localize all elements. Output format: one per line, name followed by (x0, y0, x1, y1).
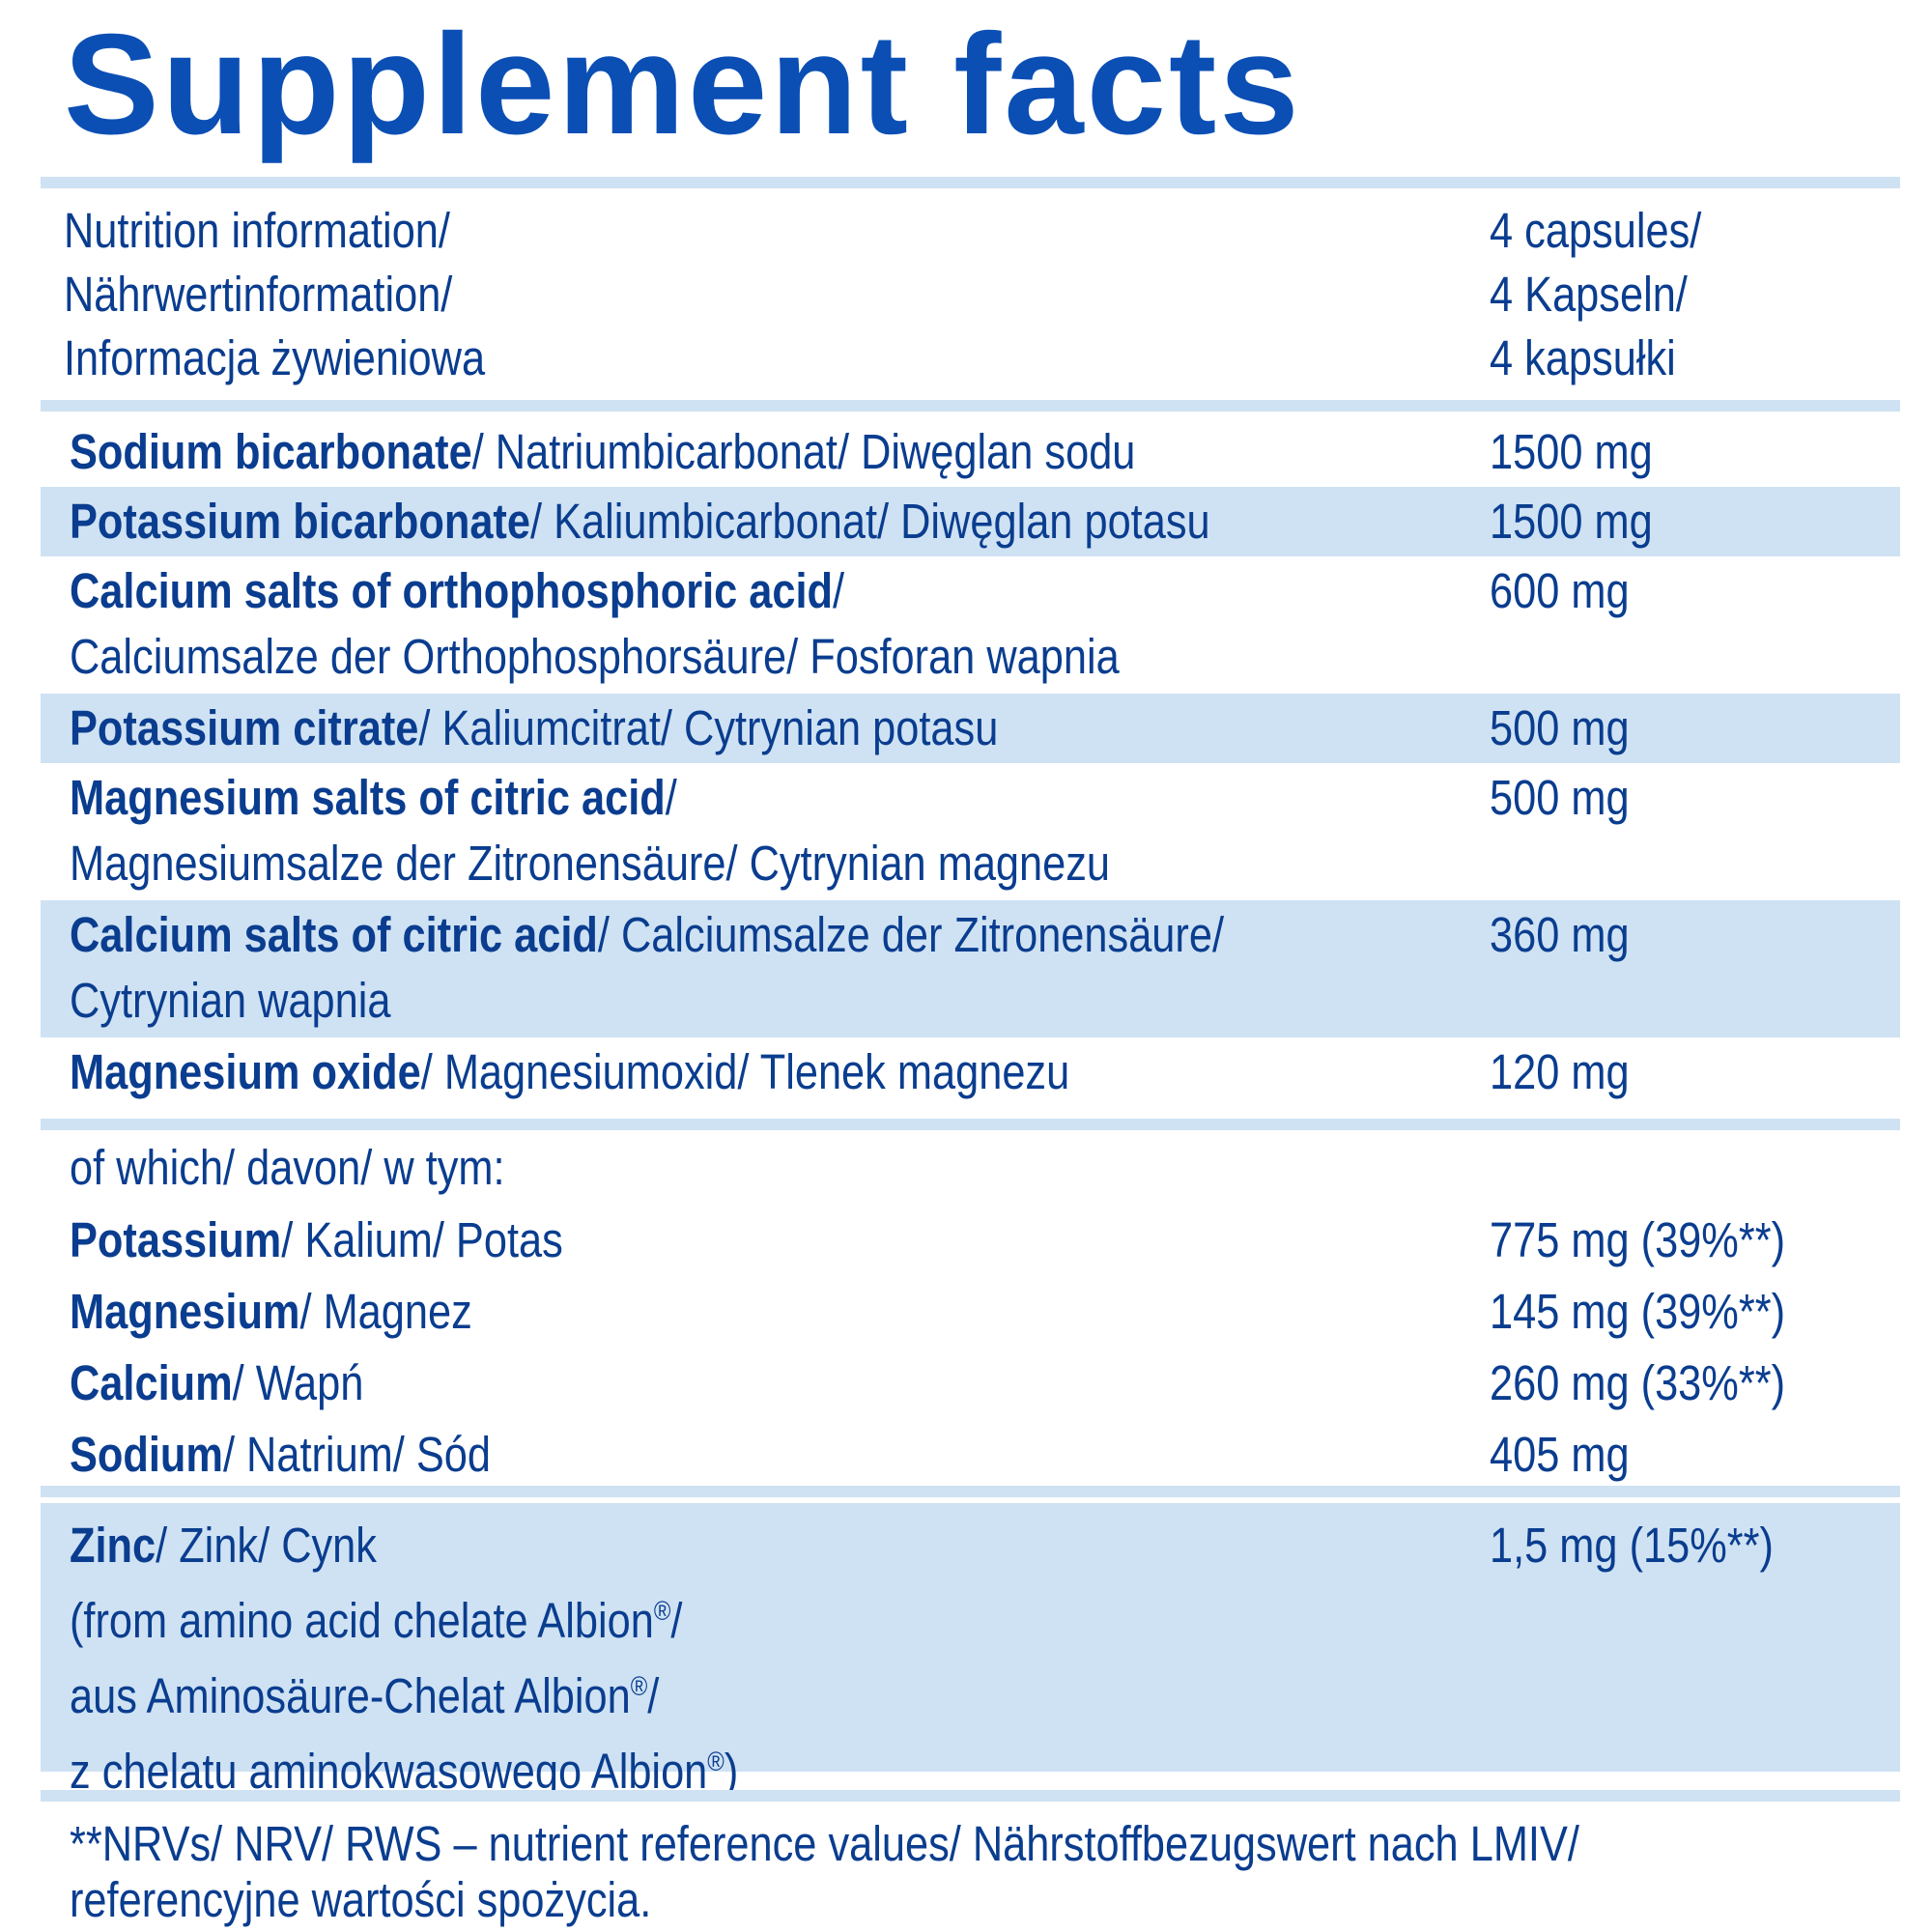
ingredient-name-translations: / Calciumsalze der Zitronensäure/ (597, 907, 1225, 962)
ingredient-name-translations: / (833, 563, 845, 618)
zinc-source-text: (from amino acid chelate Albion (70, 1593, 654, 1648)
divider (41, 177, 1900, 188)
serving-size-line: 4 kapsułki (1490, 330, 1676, 385)
serving-label: Nutrition information/ Nährwertinformati… (64, 199, 485, 390)
zinc-source-line: aus Aminosäure-Chelat Albion®/ (70, 1654, 1277, 1729)
mineral-name: Magnesium/ Magnez (70, 1279, 1277, 1345)
mineral-amount: 775 mg (39%**) (1490, 1212, 1786, 1267)
ingredient-amount: 500 mg (1490, 700, 1630, 755)
ingredient-name-line2: Magnesiumsalze der Zitronensäure/ Cytryn… (70, 836, 1111, 891)
registered-mark: ® (707, 1747, 724, 1776)
serving-size: 4 capsules/ 4 Kapseln/ 4 kapsułki (1490, 199, 1701, 390)
zinc-source-tail: / (670, 1593, 683, 1648)
ingredient-name-bold: Potassium citrate (70, 700, 419, 755)
divider (41, 400, 1900, 412)
mineral-row: Potassium/ Kalium/ Potas 775 mg (39%**) (41, 1208, 1900, 1275)
zinc-name-bold: Zinc (70, 1518, 156, 1573)
ingredient-amount: 1500 mg (1490, 494, 1653, 549)
ingredient-name: Potassium bicarbonate/ Kaliumbicarbonat/… (70, 489, 1277, 554)
ingredient-amount: 120 mg (1490, 1044, 1630, 1099)
footnote: **NRVs/ NRV/ RWS – nutrient reference va… (70, 1816, 1579, 1928)
ingredient-row: Sodium bicarbonate/ Natriumbicarbonat/ D… (41, 417, 1900, 487)
mineral-amount: 260 mg (33%**) (1490, 1355, 1786, 1410)
ingredient-row: Magnesium salts of citric acid/ Magnesium… (41, 763, 1900, 900)
ingredient-row: Magnesium oxide/ Magnesiumoxid/ Tlenek m… (41, 1037, 1900, 1107)
ingredient-name: Magnesium salts of citric acid/ Magnesium… (70, 765, 1277, 896)
registered-mark: ® (653, 1596, 671, 1626)
mineral-name-bold: Calcium (70, 1355, 233, 1410)
mineral-name-bold: Magnesium (70, 1284, 300, 1339)
of-which-label: of which/ davon/ w tym: (70, 1140, 505, 1195)
ingredient-name-translations: / Magnesiumoxid/ Tlenek magnezu (420, 1044, 1070, 1099)
ingredient-row: Calcium salts of citric acid/ Calciumsal… (41, 900, 1900, 1037)
ingredient-name: Magnesium oxide/ Magnesiumoxid/ Tlenek m… (70, 1039, 1277, 1105)
ingredient-name-translations: / Kaliumbicarbonat/ Diwęglan potasu (529, 494, 1210, 549)
ingredient-name: Calcium salts of citric acid/ Calciumsal… (70, 902, 1277, 1034)
ingredient-amount: 360 mg (1490, 907, 1630, 962)
ingredient-name-bold: Sodium bicarbonate (70, 424, 472, 479)
ingredient-amount: 1500 mg (1490, 424, 1653, 479)
zinc-name: Zinc/ Zink/ Cynk (from amino acid chelat… (70, 1513, 1277, 1804)
mineral-name-translations: / Natrium/ Sód (222, 1427, 492, 1482)
registered-mark: ® (630, 1671, 648, 1701)
serving-size-line: 4 capsules/ (1490, 203, 1702, 258)
ingredient-row: Calcium salts of orthophosphoric acid/ Ca… (41, 556, 1900, 694)
mineral-row: Magnesium/ Magnez 145 mg (39%**) (41, 1279, 1900, 1347)
mineral-name-bold: Potassium (70, 1212, 282, 1267)
ingredient-name-bold: Calcium salts of orthophosphoric acid (70, 563, 834, 618)
footnote-line: referencyjne wartości spożycia. (70, 1872, 652, 1927)
mineral-name-translations: / Wapń (232, 1355, 364, 1410)
ingredient-name: Sodium bicarbonate/ Natriumbicarbonat/ D… (70, 419, 1277, 485)
ingredient-name-line2: Calciumsalze der Orthophosphorsäure/ Fos… (70, 629, 1120, 684)
divider (41, 1790, 1900, 1802)
mineral-amount: 145 mg (39%**) (1490, 1284, 1786, 1339)
ingredient-amount: 600 mg (1490, 563, 1630, 618)
mineral-name: Sodium/ Natrium/ Sód (70, 1422, 1277, 1488)
ingredient-name-line2: Cytrynian wapnia (70, 973, 391, 1028)
ingredient-name-translations: / Natriumbicarbonat/ Diwęglan sodu (471, 424, 1136, 479)
ingredient-name-bold: Potassium bicarbonate (70, 494, 530, 549)
serving-label-line: Nutrition information/ (64, 203, 450, 258)
mineral-name-bold: Sodium (70, 1427, 223, 1482)
zinc-source-tail: / (647, 1668, 660, 1723)
footnote-line: **NRVs/ NRV/ RWS – nutrient reference va… (70, 1816, 1579, 1871)
ingredient-amount: 500 mg (1490, 770, 1630, 825)
ingredient-row: Potassium citrate/ Kaliumcitrat/ Cytryni… (41, 694, 1900, 763)
divider (41, 1119, 1900, 1130)
mineral-row: Calcium/ Wapń 260 mg (33%**) (41, 1350, 1900, 1418)
ingredient-row: Potassium bicarbonate/ Kaliumbicarbonat/… (41, 487, 1900, 556)
zinc-source-text: aus Aminosäure-Chelat Albion (70, 1668, 631, 1723)
ingredient-name: Calcium salts of orthophosphoric acid/ Ca… (70, 558, 1277, 690)
mineral-amount: 405 mg (1490, 1427, 1630, 1482)
serving-label-line: Nährwertinformation/ (64, 267, 453, 322)
zinc-source-line: z chelatu aminokwasowego Albion®) (70, 1729, 1277, 1804)
zinc-source-text: z chelatu aminokwasowego Albion (70, 1744, 708, 1799)
page-title: Supplement facts (64, 5, 1302, 164)
divider (41, 1486, 1900, 1497)
serving-label-line: Informacja żywieniowa (64, 330, 486, 385)
zinc-name-translations: / Zink/ Cynk (156, 1518, 377, 1573)
ingredient-name-translations: / Kaliumcitrat/ Cytrynian potasu (418, 700, 999, 755)
mineral-name: Potassium/ Kalium/ Potas (70, 1208, 1277, 1273)
ingredient-name-bold: Calcium salts of citric acid (70, 907, 598, 962)
mineral-name-translations: / Kalium/ Potas (281, 1212, 563, 1267)
ingredient-name-bold: Magnesium salts of citric acid (70, 770, 666, 825)
mineral-name: Calcium/ Wapń (70, 1350, 1277, 1416)
mineral-row: Sodium/ Natrium/ Sód 405 mg (41, 1422, 1900, 1490)
ingredient-name-translations: / (665, 770, 677, 825)
ingredient-name-bold: Magnesium oxide (70, 1044, 421, 1099)
zinc-source-tail: ) (724, 1744, 739, 1799)
zinc-panel: Zinc/ Zink/ Cynk (from amino acid chelat… (41, 1503, 1900, 1799)
zinc-source-line: (from amino acid chelate Albion®/ (70, 1578, 1277, 1654)
ingredient-name: Potassium citrate/ Kaliumcitrat/ Cytryni… (70, 696, 1277, 761)
serving-size-line: 4 Kapseln/ (1490, 267, 1688, 322)
zinc-amount: 1,5 mg (15%**) (1490, 1518, 1774, 1573)
mineral-name-translations: / Magnez (299, 1284, 472, 1339)
